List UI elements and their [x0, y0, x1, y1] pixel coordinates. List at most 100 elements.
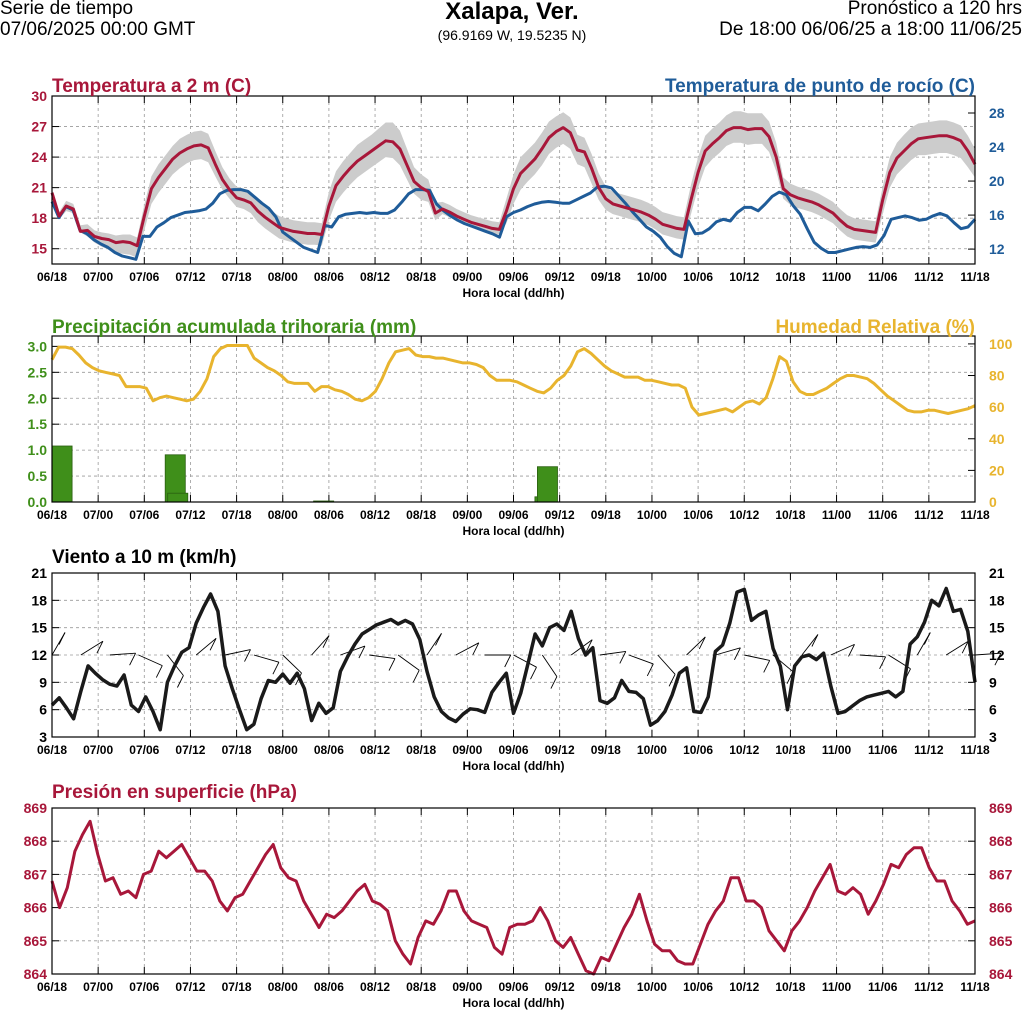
y-tick-label-left: 865	[24, 933, 48, 949]
wind-barb	[369, 654, 396, 660]
y-tick-label-left: 1.0	[28, 442, 48, 458]
wind-barb-flag	[58, 632, 66, 645]
y-tick-label-left: 866	[24, 900, 48, 916]
x-tick-label: 10/06	[683, 980, 713, 994]
x-tick-label: 07/12	[175, 508, 205, 522]
x-tick-label: 08/12	[360, 980, 390, 994]
x-tick-label: 11/00	[822, 270, 852, 284]
wind-barb	[744, 654, 770, 661]
wind-barb	[195, 637, 217, 656]
wind-barb-flag	[472, 642, 480, 656]
wind-barb	[945, 640, 969, 656]
chart-title-left: Temperatura a 2 m (C)	[52, 76, 251, 97]
x-tick-label: 07/18	[222, 980, 252, 994]
y-tick-label-left: 0.0	[28, 494, 48, 510]
x-tick-label: 11/18	[960, 508, 990, 522]
wind-barb-flag	[244, 649, 251, 662]
wind-barb-flag	[923, 632, 931, 645]
y-tick-label-left: 24	[31, 149, 47, 165]
x-tick-label: 07/12	[175, 270, 205, 284]
x-tick-label: 07/18	[222, 743, 252, 757]
y-tick-label-left: 3.0	[28, 338, 48, 354]
x-tick-label: 10/00	[637, 270, 667, 284]
x-tick-label: 11/12	[914, 980, 944, 994]
x-tick-label: 07/00	[83, 508, 113, 522]
wind-barb-flag	[879, 656, 887, 670]
x-tick-label: 11/06	[868, 270, 898, 284]
y-tick-label-right: 12	[989, 241, 1005, 257]
x-tick-label: 11/12	[914, 508, 944, 522]
series-type-label: Serie de tiempo	[0, 0, 134, 19]
x-tick-label: 08/12	[360, 508, 390, 522]
x-tick-label: 08/18	[406, 270, 436, 284]
x-tick-label: 10/00	[637, 743, 667, 757]
wind-barb	[541, 654, 558, 677]
wind-barb	[801, 634, 819, 656]
wind-barb-flag	[811, 634, 819, 647]
wind-barb-flag	[388, 658, 396, 671]
x-tick-label: 10/18	[775, 743, 805, 757]
plot-border	[51, 335, 976, 503]
wind-barb	[686, 636, 706, 656]
x-tick-label: 10/18	[775, 508, 805, 522]
x-tick-label: 09/00	[452, 743, 482, 757]
x-tick-label: 09/12	[545, 270, 575, 284]
x-tick-label: 07/12	[175, 980, 205, 994]
x-axis-label: Hora local (dd/hh)	[463, 996, 565, 1010]
x-tick-label: 08/06	[314, 980, 344, 994]
x-tick-label: 11/06	[868, 743, 898, 757]
wind-barb	[657, 654, 676, 675]
wind-barb-flag	[504, 654, 512, 668]
x-tick-label: 07/00	[83, 980, 113, 994]
x-tick-label: 07/06	[129, 270, 159, 284]
y-tick-label-left: 18	[31, 210, 47, 226]
panel-temperature: 15 18 21 24 27 30 12 16 20 24 28 06/18 07/00 07/06 07/…	[31, 76, 1004, 300]
temperature-uncertainty-band	[52, 111, 975, 258]
wind-barb-flag	[129, 652, 137, 666]
header-center: Xalapa, Ver. (96.9169 W, 19.5235 N)	[0, 0, 1024, 46]
wind-barb	[513, 654, 537, 668]
x-tick-label: 10/06	[683, 270, 713, 284]
x-tick-label: 10/00	[637, 980, 667, 994]
plot-border	[51, 572, 976, 738]
x-tick-label: 09/00	[452, 508, 482, 522]
y-tick-label-right: 865	[989, 933, 1013, 949]
chart-title-left: Presión en superficie (hPa)	[52, 782, 297, 803]
x-tick-label: 08/18	[406, 743, 436, 757]
x-tick-label: 08/12	[360, 743, 390, 757]
x-tick-label: 11/18	[960, 270, 990, 284]
y-tick-label-left: 2.0	[28, 390, 48, 406]
wind-speed-line	[50, 586, 977, 732]
y-tick-label-right: 869	[989, 800, 1013, 816]
x-tick-label: 09/18	[591, 743, 621, 757]
y-tick-label-right: 3	[989, 729, 997, 745]
x-tick-label: 11/18	[960, 743, 990, 757]
y-tick-label-left: 2.5	[28, 364, 48, 380]
y-tick-label-left: 0.5	[28, 468, 48, 484]
x-tick-label: 10/06	[683, 508, 713, 522]
wind-barb	[80, 640, 104, 656]
wind-barb	[311, 635, 330, 656]
x-tick-label: 09/06	[498, 980, 528, 994]
y-tick-label-right: 20	[989, 173, 1005, 189]
y-tick-label-right: 9	[989, 674, 997, 690]
wind-barb-flag	[961, 640, 969, 654]
wind-barb-flag	[530, 666, 537, 680]
x-tick-label: 08/06	[314, 508, 344, 522]
temperature-line	[50, 126, 977, 248]
y-tick-label-right: 20	[989, 462, 1005, 478]
chart-title-right: Temperatura de punto de rocío (C)	[665, 76, 975, 97]
y-tick-label-right: 24	[989, 139, 1005, 155]
wind-barb-flag	[155, 665, 163, 678]
wind-barb-flag	[733, 647, 741, 661]
wind-barb	[109, 652, 136, 656]
chart-title-left: Viento a 10 m (km/h)	[52, 547, 236, 568]
wind-barb-flag	[272, 661, 280, 675]
y-tick-label-right: 868	[989, 833, 1013, 849]
x-tick-label: 11/06	[868, 508, 898, 522]
location-coords: (96.9169 W, 19.5235 N)	[437, 27, 587, 43]
y-tick-label-left: 21	[31, 180, 47, 196]
y-tick-label-left: 869	[24, 800, 48, 816]
x-tick-label: 10/12	[729, 508, 759, 522]
y-tick-label-left: 3	[39, 729, 47, 745]
